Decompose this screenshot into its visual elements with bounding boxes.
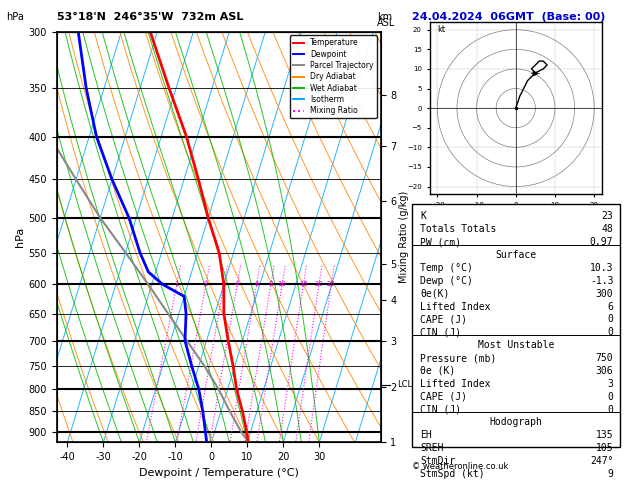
Text: 3: 3	[222, 281, 226, 287]
Text: Surface: Surface	[495, 250, 537, 260]
Text: CIN (J): CIN (J)	[420, 405, 462, 415]
Text: hPa: hPa	[6, 12, 24, 22]
Text: Totals Totals: Totals Totals	[420, 225, 497, 234]
Text: 0: 0	[608, 392, 613, 402]
Text: 6: 6	[254, 281, 259, 287]
Text: 48: 48	[601, 225, 613, 234]
Text: θe (K): θe (K)	[420, 366, 455, 376]
Text: 0: 0	[608, 405, 613, 415]
Text: Dewp (°C): Dewp (°C)	[420, 276, 473, 286]
Text: 10.3: 10.3	[590, 263, 613, 273]
Text: 23: 23	[601, 211, 613, 222]
Text: 4: 4	[235, 281, 240, 287]
Text: 0: 0	[608, 314, 613, 325]
Text: θe(K): θe(K)	[420, 289, 450, 299]
Text: 25: 25	[327, 281, 336, 287]
Text: StmSpd (kt): StmSpd (kt)	[420, 469, 485, 479]
Text: CAPE (J): CAPE (J)	[420, 392, 467, 402]
Text: 15: 15	[299, 281, 308, 287]
Text: ASL: ASL	[377, 18, 396, 28]
Text: 2: 2	[204, 281, 208, 287]
Text: 53°18'N  246°35'W  732m ASL: 53°18'N 246°35'W 732m ASL	[57, 12, 243, 22]
Text: 24.04.2024  06GMT  (Base: 00): 24.04.2024 06GMT (Base: 00)	[412, 12, 605, 22]
Text: 105: 105	[596, 443, 613, 453]
Text: 1: 1	[175, 281, 179, 287]
Text: 0.97: 0.97	[590, 237, 613, 247]
Y-axis label: Mixing Ratio (g/kg): Mixing Ratio (g/kg)	[399, 191, 409, 283]
Text: 135: 135	[596, 431, 613, 440]
Text: 10: 10	[278, 281, 287, 287]
Text: StmDir: StmDir	[420, 456, 455, 466]
Text: km: km	[377, 12, 392, 22]
Text: Temp (°C): Temp (°C)	[420, 263, 473, 273]
Text: © weatheronline.co.uk: © weatheronline.co.uk	[412, 462, 508, 471]
Text: CAPE (J): CAPE (J)	[420, 314, 467, 325]
Y-axis label: hPa: hPa	[16, 227, 26, 247]
Text: -1.3: -1.3	[590, 276, 613, 286]
Text: 247°: 247°	[590, 456, 613, 466]
Text: EH: EH	[420, 431, 432, 440]
Text: CIN (J): CIN (J)	[420, 328, 462, 337]
Text: 9: 9	[608, 469, 613, 479]
Text: 300: 300	[596, 289, 613, 299]
Text: 306: 306	[596, 366, 613, 376]
X-axis label: Dewpoint / Temperature (°C): Dewpoint / Temperature (°C)	[138, 468, 299, 478]
Text: Pressure (mb): Pressure (mb)	[420, 353, 497, 363]
Text: SREH: SREH	[420, 443, 444, 453]
Text: 6: 6	[608, 302, 613, 312]
Text: Lifted Index: Lifted Index	[420, 302, 491, 312]
Text: Lifted Index: Lifted Index	[420, 379, 491, 389]
Text: LCL: LCL	[397, 380, 412, 389]
Text: 0: 0	[608, 328, 613, 337]
Text: K: K	[420, 211, 426, 222]
Text: Most Unstable: Most Unstable	[477, 340, 554, 350]
Text: Hodograph: Hodograph	[489, 417, 542, 428]
Text: PW (cm): PW (cm)	[420, 237, 462, 247]
Text: 3: 3	[608, 379, 613, 389]
Text: 8: 8	[269, 281, 273, 287]
Text: 750: 750	[596, 353, 613, 363]
Text: kt: kt	[437, 25, 445, 34]
Legend: Temperature, Dewpoint, Parcel Trajectory, Dry Adiabat, Wet Adiabat, Isotherm, Mi: Temperature, Dewpoint, Parcel Trajectory…	[289, 35, 377, 118]
Text: 20: 20	[314, 281, 323, 287]
